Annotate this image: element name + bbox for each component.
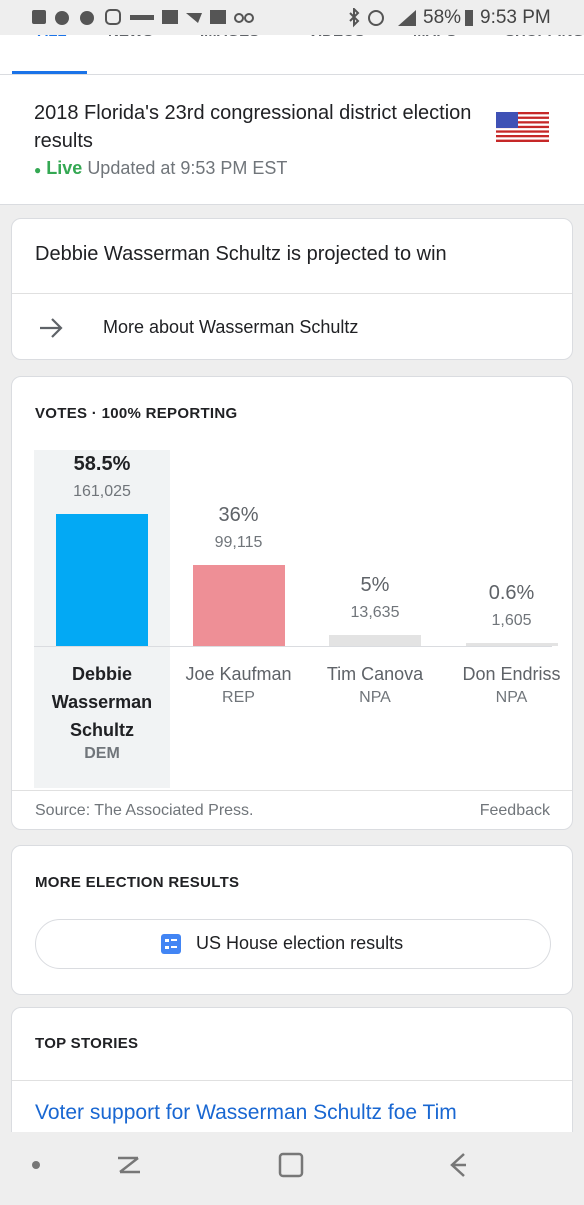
- value-label: 0.6%: [488, 582, 535, 604]
- header: 2018 Florida's 23rd congressional distri…: [0, 75, 584, 205]
- updated: Updated at 9:53 PM EST: [87, 158, 288, 178]
- more-heading: MORE ELECTION RESULTS: [35, 874, 240, 891]
- arrow-icon: [40, 318, 63, 338]
- live-status: ● Live Updated at 9:53 PM EST: [34, 158, 288, 178]
- baseline: [34, 646, 552, 647]
- value-label: 36%: [218, 503, 259, 526]
- tab[interactable]: MAPS: [413, 35, 493, 40]
- status-bar: 58% 9:53 PM: [0, 0, 584, 35]
- notification-icons: [32, 9, 254, 25]
- value-label: 5%: [360, 573, 390, 596]
- battery-icon: [465, 10, 473, 26]
- bar: [329, 634, 421, 646]
- projection-text: Debbie Wasserman Schultz is projected to…: [35, 243, 447, 265]
- more-results-card: MORE ELECTION RESULTS US House election …: [11, 845, 573, 995]
- more-link[interactable]: More about Wasserman Schultz: [103, 317, 359, 337]
- title: 2018 Florida's 23rd congressional distri…: [34, 102, 472, 152]
- tab[interactable]: SHOPPING: [505, 35, 584, 40]
- candidate-name: Tim Canova: [326, 664, 424, 684]
- vote-count: 1,605: [491, 612, 532, 629]
- us-flag: [496, 112, 549, 142]
- value-label: 58.5%: [73, 453, 131, 475]
- feedback[interactable]: Feedback: [479, 802, 550, 819]
- divider: [12, 293, 572, 294]
- story-link[interactable]: Voter support for Wasserman Schultz foe …: [35, 1101, 457, 1124]
- bar: [192, 564, 285, 646]
- list-icon: [161, 934, 181, 954]
- party: DEM: [84, 745, 120, 762]
- battery-text: 58%: [423, 7, 462, 28]
- top-stories-card: TOP STORIES Voter support for Wasserman …: [11, 1007, 573, 1147]
- results-button[interactable]: US House election results: [35, 919, 551, 969]
- tab-bar: ALL NEWS IMAGES VIDEOS MAPS SHOPPING: [0, 35, 584, 75]
- tab[interactable]: NEWS: [108, 35, 188, 40]
- tab[interactable]: IMAGES: [200, 35, 280, 40]
- party: REP: [222, 689, 255, 706]
- votes-card: VOTES · 100% REPORTING Source: The Assoc…: [11, 376, 573, 830]
- button-label: US House election results: [196, 933, 404, 953]
- nav-bar: [0, 1132, 584, 1200]
- tab[interactable]: ALL: [12, 35, 92, 40]
- projection-card: Debbie Wasserman Schultz is projected to…: [11, 218, 573, 360]
- clock: 9:53 PM: [480, 7, 551, 28]
- bar: [56, 514, 148, 646]
- live: Live: [46, 158, 83, 178]
- vote-count: 99,115: [214, 533, 263, 551]
- party: NPA: [359, 689, 391, 706]
- vote-count: 161,025: [73, 483, 131, 500]
- stories-heading: TOP STORIES: [35, 1035, 139, 1052]
- tab[interactable]: VIDEOS: [308, 35, 388, 40]
- vote-count: 13,635: [350, 603, 400, 621]
- candidate-name: Joe Kaufman: [185, 664, 292, 684]
- tab-indicator: [12, 71, 87, 74]
- divider: [12, 1080, 572, 1081]
- nav-icons: [32, 1152, 466, 1178]
- votes-heading: VOTES · 100% REPORTING: [35, 405, 238, 422]
- party: NPA: [495, 689, 528, 706]
- bar: [465, 643, 558, 646]
- candidate-name: Debbie Wasserman Schultz: [51, 664, 153, 740]
- candidate-name: Don Endriss: [462, 664, 561, 684]
- system-icons: [349, 8, 416, 28]
- divider: [12, 790, 572, 791]
- source: Source: The Associated Press.: [35, 802, 254, 819]
